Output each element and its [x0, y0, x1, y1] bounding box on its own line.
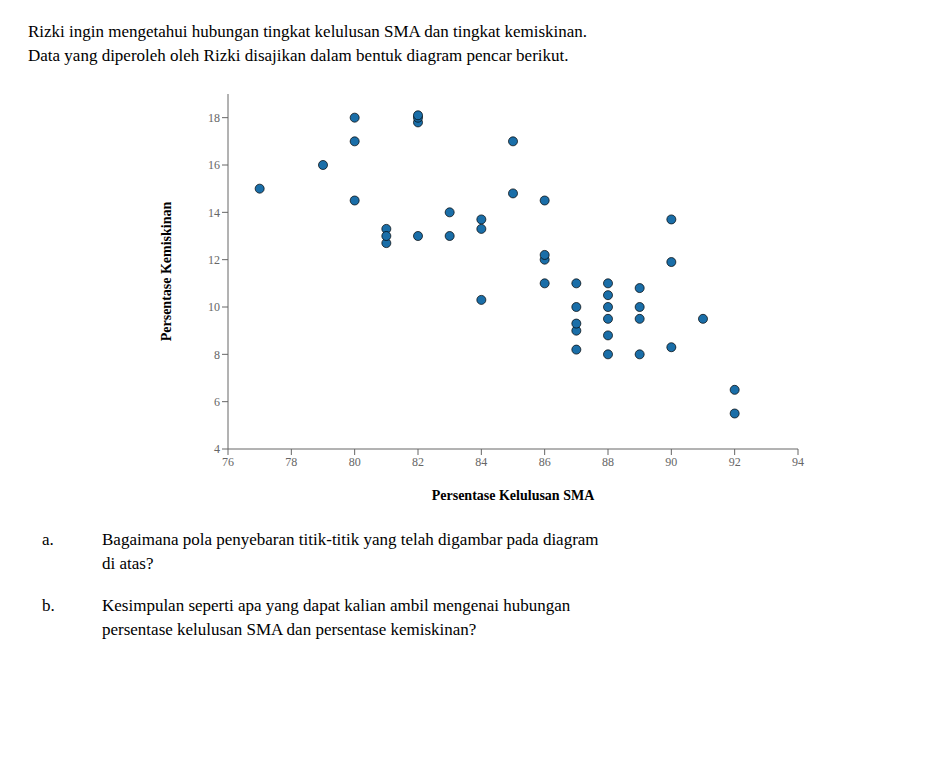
html-text:di atas?: di atas?: [102, 554, 154, 573]
html-text:Rizki ingin mengetahui hubunga: Rizki ingin mengetahui hubungan tingkat …: [28, 22, 587, 41]
svg-text:6: 6: [214, 395, 220, 409]
html-text:a.: a.: [42, 530, 54, 549]
svg-text:82: 82: [412, 455, 424, 469]
svg-text:84: 84: [475, 455, 487, 469]
svg-text:86: 86: [539, 455, 551, 469]
svg-text:8: 8: [214, 348, 220, 362]
html-text:Bagaimana pola penyebaran titi: Bagaimana pola penyebaran titik-titik ya…: [102, 530, 599, 549]
svg-text:12: 12: [208, 253, 220, 267]
html-text:persentase kelulusan SMA dan p: persentase kelulusan SMA dan persentase …: [102, 620, 477, 639]
svg-text:92: 92: [729, 455, 741, 469]
svg-text:Persentase Kemiskinan: Persentase Kemiskinan: [159, 201, 174, 341]
html-text:Kesimpulan seperti apa yang da: Kesimpulan seperti apa yang dapat kalian…: [102, 596, 571, 615]
html-text:b.: b.: [42, 596, 55, 615]
svg-text:94: 94: [792, 455, 804, 469]
svg-text:4: 4: [214, 442, 220, 456]
svg-text:88: 88: [602, 455, 614, 469]
svg-text:90: 90: [665, 455, 677, 469]
svg-text:16: 16: [208, 158, 220, 172]
svg-text:14: 14: [208, 206, 220, 220]
svg-text:10: 10: [208, 300, 220, 314]
svg-text:80: 80: [349, 455, 361, 469]
svg-text:78: 78: [285, 455, 297, 469]
svg-text:Persentase Kelulusan SMA: Persentase Kelulusan SMA: [432, 488, 595, 503]
svg-text:76: 76: [222, 455, 234, 469]
html-text:Data yang diperoleh oleh Rizki: Data yang diperoleh oleh Rizki disajikan…: [28, 46, 569, 65]
svg-text:18: 18: [208, 111, 220, 125]
